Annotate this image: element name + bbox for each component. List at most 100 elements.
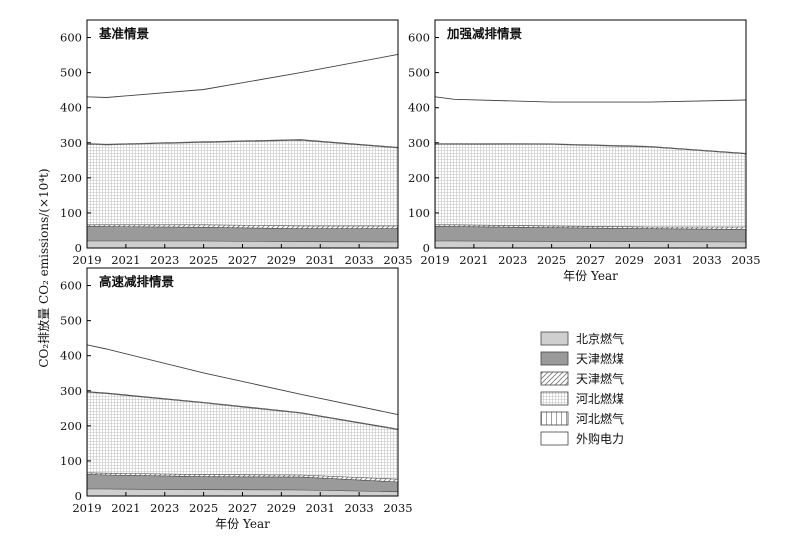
x-tick-label: 2019 [72,253,101,267]
series-line-3-panel-2 [435,224,746,228]
y-tick-label: 500 [60,314,82,328]
area-band-2-panel-2 [435,226,746,242]
series-line-1-panel-2 [435,240,747,243]
y-tick-label: 200 [408,171,430,185]
legend-swatch-1 [540,331,569,346]
series-line-5-panel-3 [86,391,399,430]
y-tick-label: 100 [60,206,82,220]
legend-label-1: 北京燃气 [576,331,624,346]
series-line-4-panel-2 [435,143,747,155]
series-line-3-panel-3 [86,472,399,480]
series-line-3-panel-1 [87,224,398,227]
x-tick-label: 2021 [111,501,140,515]
y-axis-label: CO₂排放量 CO₂ emissions/(×10⁴t) [36,168,51,367]
x-tick-label: 2027 [576,253,605,267]
area-band-6-panel-1 [87,54,398,148]
series-line-6-panel-1 [86,53,399,98]
y-tick-label: 400 [408,101,430,115]
series-line-1-panel-3 [87,488,399,493]
area-band-6-panel-2 [435,96,746,154]
legend-swatch-4 [540,391,569,406]
y-tick-label: 200 [60,171,82,185]
legend-label-5: 河北燃气 [576,411,624,426]
x-tick-label: 2019 [72,501,101,515]
y-tick-label: 0 [75,241,82,255]
area-band-4-panel-1 [87,140,398,226]
x-tick-label: 2027 [228,501,257,515]
area-band-2-panel-1 [87,226,398,242]
panel-title: 基准情景 [98,26,150,41]
x-tick-label: 2025 [189,253,218,267]
y-tick-label: 300 [408,136,430,150]
y-tick-label: 600 [60,279,82,293]
series-line-5-panel-2 [435,143,747,154]
y-tick-label: 200 [60,419,82,433]
x-tick-label: 2035 [383,501,412,515]
legend-swatch-3 [540,371,569,386]
x-tick-label: 2021 [459,253,488,267]
series-line-2-panel-2 [434,226,747,230]
x-tick-label: 2031 [654,253,683,267]
x-tick-label: 2029 [267,501,296,515]
series-line-4-panel-3 [86,391,399,430]
legend-label-6: 外购电力 [576,431,624,446]
x-axis-label: 年份 Year [215,517,270,531]
area-band-3-panel-2 [435,224,746,230]
y-tick-label: 300 [60,136,82,150]
panel-title: 高速减排情景 [99,274,175,289]
y-tick-label: 400 [60,101,82,115]
series-line-5-panel-1 [86,139,399,148]
area-band-4-panel-3 [87,392,398,480]
y-tick-label: 100 [60,454,82,468]
chart-panel-1: 0 100 200 300 400 500 600 2019 2021 2023 2025 2027 2… [60,19,413,267]
y-tick-label: 500 [60,66,82,80]
y-tick-label: 500 [408,66,430,80]
x-tick-label: 2023 [150,253,179,267]
area-band-3-panel-3 [87,472,398,482]
series-line-6-panel-3 [86,344,399,416]
x-tick-label: 2029 [267,253,296,267]
x-axis-label: 年份 Year [563,269,618,283]
x-tick-label: 2035 [383,253,412,267]
series-line-4-panel-1 [86,139,399,149]
legend-label-4: 河北燃煤 [576,391,624,406]
x-tick-label: 2031 [306,253,335,267]
y-tick-label: 0 [75,489,82,503]
chart-panel-2: 0 100 200 300 400 500 600 2019 2021 2023 2025 2027 2… [408,19,761,283]
x-tick-label: 2023 [498,253,527,267]
x-tick-label: 2031 [306,501,335,515]
x-tick-label: 2019 [420,253,449,267]
x-tick-label: 2021 [111,253,140,267]
legend-swatch-5 [540,411,569,426]
x-tick-label: 2033 [692,253,721,267]
series-line-2-panel-3 [86,474,399,483]
x-tick-label: 2025 [537,253,566,267]
x-tick-label: 2035 [731,253,760,267]
y-tick-label: 600 [408,31,430,45]
x-tick-label: 2029 [615,253,644,267]
panel-title: 加强减排情景 [446,26,523,41]
area-band-6-panel-3 [87,344,398,429]
legend-swatch-2 [540,351,569,366]
y-tick-label: 400 [60,349,82,363]
chart-panel-3: 0 100 200 300 400 500 600 2019 2021 2023 2025 2027 2… [60,267,413,531]
legend-label-2: 天津燃煤 [576,351,624,366]
y-tick-label: 300 [60,384,82,398]
y-tick-label: 100 [408,206,430,220]
series-line-6-panel-2 [434,96,747,103]
series-line-2-panel-1 [86,226,398,229]
legend-label-3: 天津燃气 [576,371,624,386]
legend-swatch-6 [540,431,569,446]
x-tick-label: 2033 [344,253,373,267]
area-band-2-panel-3 [87,474,398,492]
y-tick-label: 0 [423,241,430,255]
x-tick-label: 2033 [344,501,373,515]
x-tick-label: 2025 [189,501,218,515]
area-band-3-panel-1 [87,224,398,229]
series-line-1-panel-1 [87,240,399,243]
y-tick-label: 600 [60,31,82,45]
x-tick-label: 2027 [228,253,257,267]
x-tick-label: 2023 [150,501,179,515]
